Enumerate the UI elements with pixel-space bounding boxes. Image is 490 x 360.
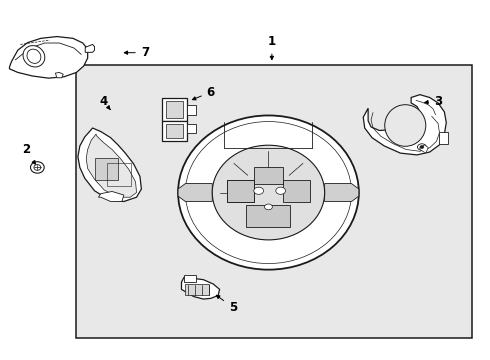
Ellipse shape — [212, 145, 325, 240]
Ellipse shape — [420, 145, 424, 148]
Polygon shape — [9, 37, 88, 78]
Polygon shape — [325, 184, 359, 202]
Bar — [166, 125, 183, 138]
Ellipse shape — [23, 46, 45, 67]
Polygon shape — [98, 192, 124, 202]
Polygon shape — [363, 95, 446, 155]
Text: 2: 2 — [22, 143, 35, 164]
Bar — [187, 105, 196, 116]
Text: 7: 7 — [124, 46, 149, 59]
Ellipse shape — [276, 187, 286, 194]
Ellipse shape — [254, 187, 264, 194]
Ellipse shape — [417, 144, 426, 150]
Bar — [184, 275, 196, 282]
Bar — [283, 180, 310, 202]
Ellipse shape — [30, 162, 44, 173]
Text: 5: 5 — [217, 295, 237, 314]
Ellipse shape — [265, 204, 272, 210]
Bar — [246, 205, 291, 226]
Bar — [185, 284, 209, 295]
Polygon shape — [86, 134, 137, 197]
Ellipse shape — [34, 165, 41, 170]
Bar — [227, 180, 254, 202]
Ellipse shape — [178, 116, 359, 270]
Text: 3: 3 — [425, 95, 442, 108]
Polygon shape — [420, 145, 428, 153]
Text: 4: 4 — [99, 95, 110, 110]
Text: 6: 6 — [193, 86, 215, 100]
Polygon shape — [78, 128, 142, 202]
Ellipse shape — [27, 49, 41, 63]
Bar — [166, 101, 183, 118]
Polygon shape — [178, 184, 212, 202]
Bar — [76, 65, 472, 338]
Polygon shape — [181, 278, 220, 299]
Bar — [107, 163, 131, 186]
Bar — [162, 121, 187, 140]
Ellipse shape — [185, 122, 351, 264]
Bar — [254, 167, 283, 184]
Ellipse shape — [385, 105, 426, 146]
Bar — [162, 98, 187, 121]
Bar — [95, 158, 119, 180]
Bar — [227, 180, 254, 202]
Text: 1: 1 — [268, 35, 276, 60]
Bar — [440, 132, 448, 144]
Polygon shape — [55, 72, 63, 78]
Polygon shape — [85, 44, 95, 52]
Bar — [187, 125, 196, 134]
